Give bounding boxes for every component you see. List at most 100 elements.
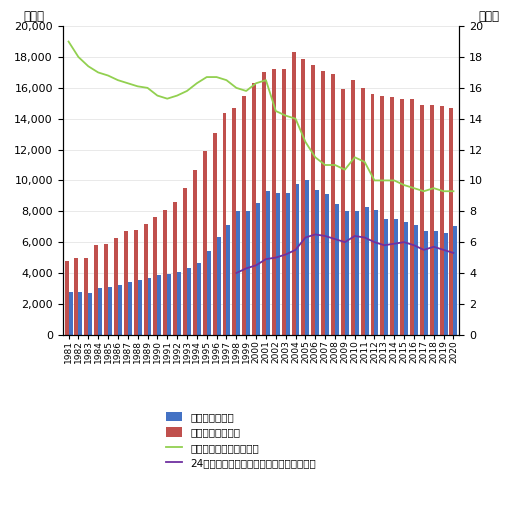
Bar: [157, 275, 161, 335]
修士課程修了者の進学率: [75, 54, 81, 60]
Bar: [400, 99, 404, 335]
修士課程修了者の進学率: [125, 80, 131, 86]
Bar: [262, 73, 266, 335]
Bar: [282, 70, 286, 335]
Bar: [163, 210, 167, 335]
Bar: [424, 231, 428, 335]
Bar: [193, 169, 197, 335]
Bar: [88, 293, 92, 335]
24歳人口に占める修士課程修了者の進学率: [381, 242, 387, 248]
24歳人口に占める修士課程修了者の進学率: [322, 233, 328, 239]
24歳人口に占める修士課程修了者の進学率: [243, 265, 250, 271]
修士課程修了者の進学率: [302, 139, 309, 145]
Bar: [108, 287, 112, 335]
Bar: [325, 195, 329, 335]
Bar: [430, 105, 434, 335]
修士課程修了者の進学率: [105, 72, 111, 78]
24歳人口に占める修士課程修了者の進学率: [253, 262, 259, 268]
Bar: [227, 225, 230, 335]
Bar: [134, 230, 138, 335]
Bar: [222, 112, 227, 335]
Bar: [305, 180, 310, 335]
Bar: [414, 225, 418, 335]
修士課程修了者の進学率: [450, 188, 457, 195]
Bar: [177, 272, 181, 335]
Bar: [212, 133, 217, 335]
24歳人口に占める修士課程修了者の進学率: [302, 234, 309, 241]
Bar: [351, 80, 355, 335]
Line: 修士課程修了者の進学率: 修士課程修了者の進学率: [68, 42, 454, 191]
Bar: [381, 96, 384, 335]
Bar: [292, 52, 295, 335]
Bar: [410, 99, 414, 335]
修士課程修了者の進学率: [322, 162, 328, 168]
24歳人口に占める修士課程修了者の進学率: [282, 252, 289, 258]
修士課程修了者の進学率: [332, 162, 338, 168]
修士課程修了者の進学率: [381, 177, 387, 184]
Bar: [138, 280, 141, 335]
Bar: [207, 251, 211, 335]
Bar: [144, 224, 148, 335]
24歳人口に占める修士課程修了者の進学率: [411, 242, 417, 248]
修士課程修了者の進学率: [401, 182, 407, 188]
Bar: [118, 285, 122, 335]
修士課程修了者の進学率: [312, 154, 318, 161]
Bar: [286, 193, 290, 335]
修士課程修了者の進学率: [391, 177, 397, 184]
Bar: [242, 96, 246, 335]
Bar: [128, 282, 132, 335]
修士課程修了者の進学率: [421, 188, 427, 195]
Bar: [65, 260, 68, 335]
修士課程修了者の進学率: [282, 112, 289, 119]
24歳人口に占める修士課程修了者の進学率: [421, 247, 427, 253]
修士課程修了者の進学率: [292, 116, 299, 122]
修士課程修了者の進学率: [194, 80, 200, 86]
修士課程修了者の進学率: [233, 85, 240, 91]
Bar: [153, 218, 157, 335]
Bar: [371, 94, 374, 335]
修士課程修了者の進学率: [253, 80, 259, 86]
24歳人口に占める修士課程修了者の進学率: [292, 247, 299, 253]
修士課程修了者の進学率: [272, 108, 279, 114]
修士課程修了者の進学率: [431, 185, 437, 191]
修士課程修了者の進学率: [174, 93, 180, 99]
Bar: [434, 231, 437, 335]
Text: （％）: （％）: [478, 10, 499, 23]
修士課程修了者の進学率: [135, 83, 141, 89]
24歳人口に占める修士課程修了者の進学率: [263, 256, 269, 262]
Bar: [232, 108, 236, 335]
Bar: [75, 257, 78, 335]
24歳人口に占める修士課程修了者の進学率: [362, 234, 368, 241]
Bar: [197, 263, 201, 335]
24歳人口に占める修士課程修了者の進学率: [450, 250, 457, 256]
Bar: [374, 210, 378, 335]
Bar: [276, 193, 280, 335]
Bar: [302, 59, 305, 335]
Bar: [295, 184, 300, 335]
Bar: [256, 203, 260, 335]
Bar: [440, 106, 444, 335]
Bar: [78, 291, 82, 335]
Bar: [454, 226, 457, 335]
Bar: [252, 83, 256, 335]
修士課程修了者の進学率: [115, 77, 121, 83]
24歳人口に占める修士課程修了者の進学率: [312, 231, 318, 237]
24歳人口に占める修士課程修了者の進学率: [441, 247, 447, 253]
Bar: [341, 89, 345, 335]
Bar: [272, 70, 276, 335]
修士課程修了者の進学率: [184, 88, 190, 94]
Bar: [173, 202, 177, 335]
修士課程修了者の進学率: [85, 63, 91, 70]
Bar: [68, 291, 73, 335]
修士課程修了者の進学率: [145, 85, 151, 91]
Bar: [321, 71, 325, 335]
Bar: [390, 97, 394, 335]
修士課程修了者の進学率: [65, 39, 72, 45]
Bar: [331, 74, 335, 335]
修士課程修了者の進学率: [263, 77, 269, 83]
Bar: [104, 244, 108, 335]
修士課程修了者の進学率: [154, 93, 160, 99]
修士課程修了者の進学率: [223, 77, 230, 83]
修士課程修了者の進学率: [95, 70, 101, 76]
Bar: [444, 233, 447, 335]
